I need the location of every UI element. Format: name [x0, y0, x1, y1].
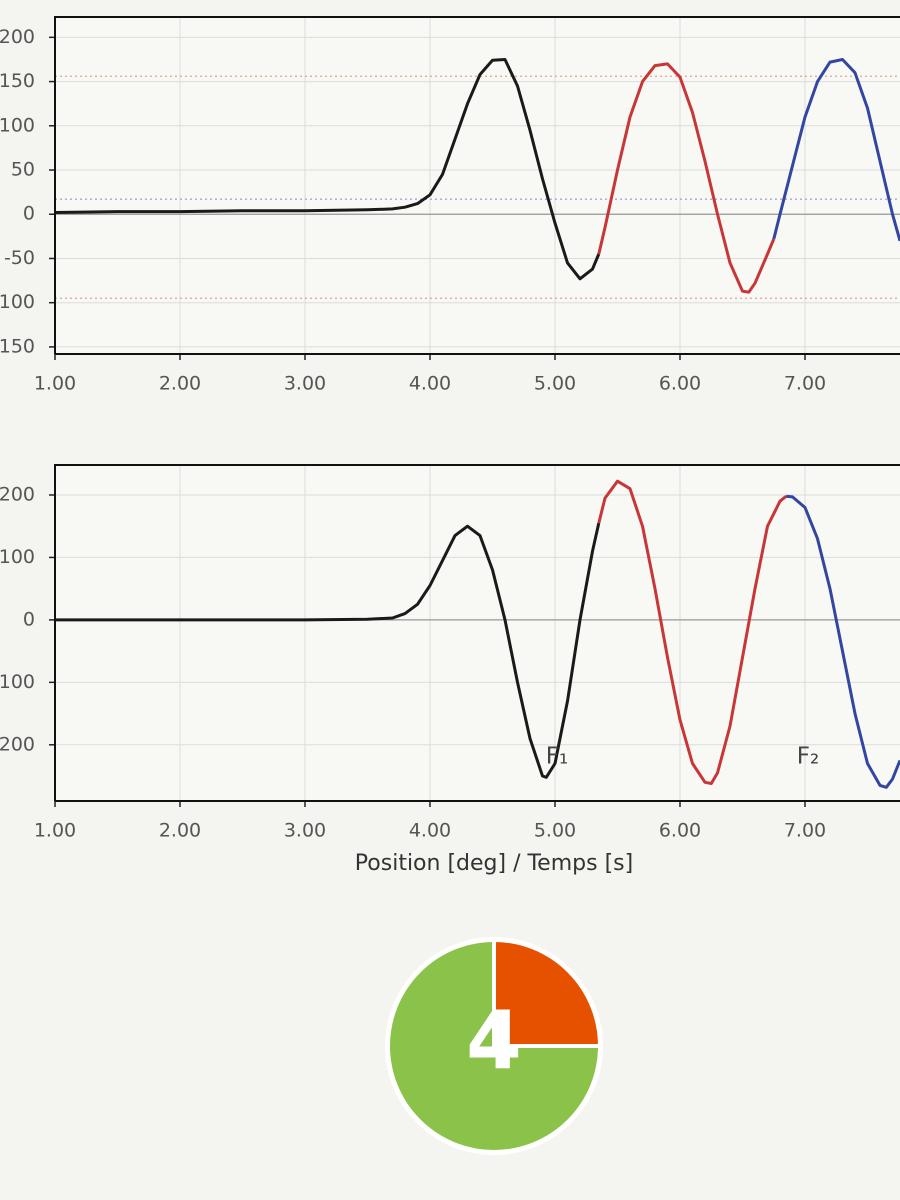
axis-frame: [54, 464, 900, 802]
annotation: F₂: [797, 744, 819, 770]
pie-slice: [492, 937, 603, 1048]
x-tick-label: 5.00: [534, 373, 576, 395]
line-series: [597, 479, 788, 785]
x-tick-label: 4.00: [409, 373, 451, 395]
x-tick-label: 6.00: [659, 373, 701, 395]
y-tick-label: 0: [23, 608, 35, 630]
y-tick-label: -200: [0, 733, 35, 755]
y-tick-label: 100: [0, 114, 35, 136]
annotation: F₁: [546, 744, 568, 770]
pie-center-label: 4: [466, 994, 522, 1087]
y-tick-label: 0: [23, 203, 35, 225]
x-tick-label: 7.00: [784, 820, 826, 842]
line-series: [54, 58, 601, 281]
line-series: [772, 58, 900, 242]
x-tick-label: 1.00: [34, 373, 76, 395]
y-tick-label: 150: [0, 70, 35, 92]
x-tick-label: 6.00: [659, 820, 701, 842]
x-tick-label: 3.00: [284, 373, 326, 395]
y-tick-label: 100: [0, 546, 35, 568]
y-tick-label: 200: [0, 26, 35, 48]
x-tick-label: 3.00: [284, 820, 326, 842]
x-tick-label: 7.00: [784, 373, 826, 395]
x-tick-label: 2.00: [159, 820, 201, 842]
line-series: [55, 522, 601, 779]
y-tick-label: 50: [11, 159, 35, 181]
x-axis-label: Position [deg] / Temps [s]: [355, 851, 633, 876]
x-tick-label: 5.00: [534, 820, 576, 842]
y-tick-label: -100: [0, 291, 35, 313]
pie-slice: [386, 937, 603, 1154]
y-tick-label: -150: [0, 335, 35, 357]
y-tick-label: -100: [0, 671, 35, 693]
y-tick-label: -50: [4, 247, 35, 269]
axis-frame: [54, 16, 900, 355]
x-tick-label: 4.00: [409, 820, 451, 842]
plot-area: [55, 17, 900, 354]
line-series: [597, 62, 776, 294]
y-tick-label: 200: [0, 483, 35, 505]
x-tick-label: 1.00: [34, 820, 76, 842]
x-tick-label: 2.00: [159, 373, 201, 395]
line-series: [786, 494, 900, 789]
